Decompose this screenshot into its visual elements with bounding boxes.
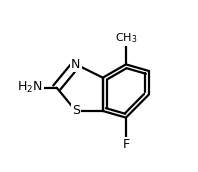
Text: N: N xyxy=(71,58,81,71)
Text: CH$_3$: CH$_3$ xyxy=(115,31,137,45)
Text: F: F xyxy=(122,138,129,151)
Text: S: S xyxy=(72,104,80,117)
Text: H$_2$N: H$_2$N xyxy=(17,80,43,95)
